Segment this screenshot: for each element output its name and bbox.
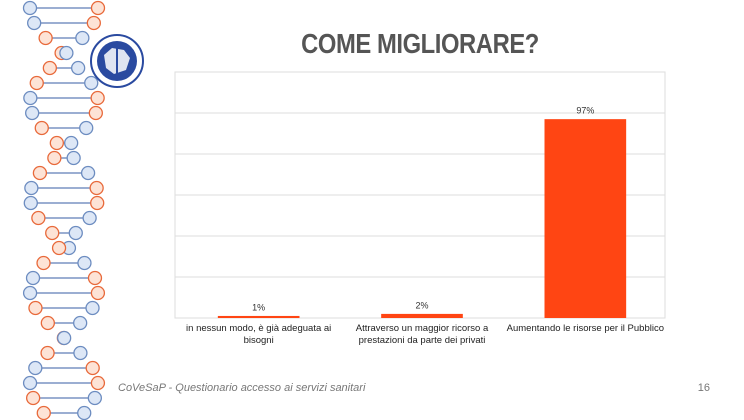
dna-node [90,285,106,301]
dna-node [31,210,46,226]
dna-node [85,360,100,376]
dna-node [24,180,39,196]
dna-node [36,255,51,271]
dna-node [32,165,48,181]
dna-node [22,285,38,301]
x-tick-label: Aumentando le risorse per il Pubblico [506,323,665,334]
value-label: 2% [415,300,428,310]
dna-node [86,15,101,31]
dna-node [22,0,38,16]
dna-node [64,135,79,151]
dna-node [22,375,38,391]
dna-node [80,165,96,181]
dna-decoration [22,0,106,420]
dna-node [45,225,60,241]
dna-node [90,375,106,391]
dna-node [42,60,58,76]
dna-node [73,315,88,331]
dna-node [38,30,53,46]
dna-node [90,0,106,16]
dna-node [89,180,104,196]
dna-node [66,150,81,166]
dna-node [90,195,105,211]
page-number: 16 [697,382,710,394]
dna-node [73,345,88,361]
bar [381,313,463,318]
dna-node [77,255,92,271]
dna-node [68,225,83,241]
dna-node [70,60,86,76]
dna-node [87,390,103,406]
x-tick-label: Attraverso un maggior ricorso a prestazi… [355,323,489,346]
dna-node [47,150,62,166]
dna-node [51,240,67,256]
dna-node [28,300,43,316]
dna-node [88,105,103,121]
dna-node [85,300,100,316]
dna-node [75,30,90,46]
value-label: 97% [576,106,594,116]
dna-node [87,270,103,286]
dna-node [49,135,64,151]
dna-node [25,390,41,406]
dna-node [40,315,55,331]
dna-node [23,195,38,211]
dna-node [79,120,94,136]
dna-node [90,90,105,106]
dna-node [29,75,44,91]
x-tick-label: in nessun modo, è già adeguata ai bisogn… [186,323,332,346]
dna-node [57,330,72,346]
bar [544,119,627,319]
chart-title: COME MIGLIORARE? [301,28,539,59]
dna-node [82,210,97,226]
dna-node [34,120,49,136]
dna-node [25,270,41,286]
dna-node [36,405,51,420]
dna-node [40,345,55,361]
value-label: 1% [252,302,265,312]
dna-node [27,15,42,31]
logo [90,34,144,88]
dna-node [84,75,99,91]
dna-node [25,105,40,121]
dna-node [59,45,74,61]
footer-text: CoVeSaP - Questionario accesso ai serviz… [118,382,366,394]
dna-node [28,360,43,376]
dna-node [77,405,92,420]
bar [217,315,300,318]
dna-node [23,90,38,106]
